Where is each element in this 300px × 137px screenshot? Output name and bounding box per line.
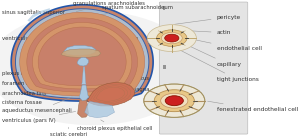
Polygon shape <box>11 5 153 101</box>
Text: ventriculus lateralis: ventriculus lateralis <box>2 36 55 41</box>
Circle shape <box>157 30 187 46</box>
Circle shape <box>147 25 197 52</box>
Text: aqueductus mesencephali: aqueductus mesencephali <box>2 97 72 113</box>
Polygon shape <box>20 12 145 96</box>
Text: foramen interventriculare: foramen interventriculare <box>2 70 71 86</box>
Polygon shape <box>27 8 50 22</box>
Polygon shape <box>87 82 134 106</box>
Circle shape <box>144 84 205 117</box>
Text: cisterna fossae: cisterna fossae <box>2 88 63 105</box>
Text: plexus chorioideus: plexus chorioideus <box>2 62 52 76</box>
Polygon shape <box>79 85 88 100</box>
Text: arachnoidea filia: arachnoidea filia <box>2 79 51 96</box>
Polygon shape <box>16 9 149 98</box>
Polygon shape <box>64 46 96 55</box>
Polygon shape <box>61 49 101 57</box>
Text: tight junctions: tight junctions <box>174 47 259 82</box>
Text: aqueductus: aqueductus <box>118 76 149 87</box>
Polygon shape <box>82 67 86 84</box>
Text: II: II <box>162 65 166 70</box>
Polygon shape <box>27 18 137 92</box>
Polygon shape <box>78 100 88 117</box>
Text: sinus sagittalis superior: sinus sagittalis superior <box>2 9 65 15</box>
Circle shape <box>0 11 197 125</box>
Circle shape <box>165 34 179 42</box>
Text: actin: actin <box>175 30 231 35</box>
Text: blood forming cell: blood forming cell <box>91 49 138 56</box>
FancyBboxPatch shape <box>159 2 248 134</box>
Text: sciatic cerebri: sciatic cerebri <box>50 127 87 137</box>
Circle shape <box>161 93 188 108</box>
Text: spatium subarachnoideum: spatium subarachnoideum <box>100 5 173 15</box>
Text: choroid plexus epithelial cell: choroid plexus epithelial cell <box>77 120 153 131</box>
Text: endothelial cell: endothelial cell <box>190 39 262 52</box>
Polygon shape <box>77 57 88 66</box>
Text: cisterna magna: cisterna magna <box>108 87 149 92</box>
Polygon shape <box>85 101 115 118</box>
Text: ventriculus (pars IV): ventriculus (pars IV) <box>2 111 76 123</box>
Text: granulations arachnoidales: granulations arachnoidales <box>74 1 146 12</box>
Text: pericyte: pericyte <box>175 15 241 24</box>
Text: fenestrated endothelial cell: fenestrated endothelial cell <box>208 101 298 112</box>
Circle shape <box>165 96 183 106</box>
Polygon shape <box>32 22 132 89</box>
Polygon shape <box>38 27 126 86</box>
Text: choroid plexus: choroid plexus <box>100 36 138 46</box>
Circle shape <box>161 32 182 44</box>
Text: capillary: capillary <box>184 43 242 67</box>
Text: I: I <box>162 6 164 11</box>
Circle shape <box>154 90 194 112</box>
